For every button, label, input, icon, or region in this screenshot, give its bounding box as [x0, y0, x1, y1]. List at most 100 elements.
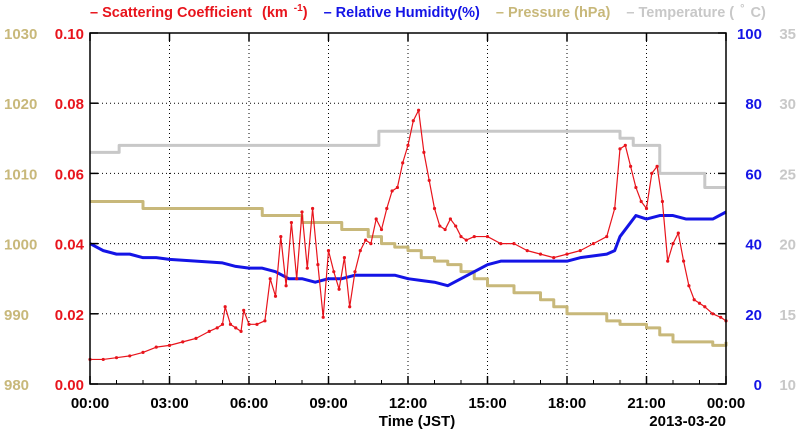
scattering-point: [485, 234, 490, 239]
scattering-point: [687, 284, 691, 288]
scattering-point: [154, 345, 158, 349]
scattering-point: [348, 305, 352, 309]
scattering-point: [650, 171, 654, 175]
scattering-point: [692, 298, 696, 302]
scattering-point: [472, 234, 476, 239]
legend-pressure-name: Pressure (hPa): [508, 4, 611, 21]
scattering-point: [459, 234, 463, 239]
x-tick-label: 18:00: [548, 395, 586, 412]
scattering-point: [512, 242, 516, 246]
scattering-point: [364, 238, 368, 242]
scattering-point: [207, 329, 211, 333]
scattering-point: [332, 270, 336, 274]
temperature-tick-label: 20: [779, 237, 796, 254]
x-tick-label: 15:00: [468, 395, 506, 412]
series-line-pressure: [90, 199, 728, 347]
humidity-tick-label: 40: [745, 237, 762, 254]
scattering-point: [623, 143, 627, 147]
legend: – Scattering Coefficient (km -1) – Relati…: [90, 3, 790, 21]
scattering-point: [128, 354, 132, 358]
humidity-tick-label: 0: [754, 377, 762, 394]
scattering-point: [605, 234, 609, 239]
scattering-point: [300, 210, 304, 214]
series-line-temperature: [90, 129, 726, 189]
scattering-point: [326, 249, 331, 253]
scattering-point: [114, 356, 119, 360]
series-line-scattering: [90, 109, 727, 361]
x-tick-label: 09:00: [309, 395, 347, 412]
scattering-point: [305, 266, 309, 270]
x-tick-label: 00:00: [71, 395, 109, 412]
legend-temperature-name: Temperature (: [638, 4, 735, 21]
scattering-point: [427, 178, 431, 183]
scattering-point: [223, 305, 227, 309]
scattering-point: [448, 217, 452, 221]
scattering-point: [443, 227, 447, 232]
humidity-tick-label: 100: [737, 26, 762, 43]
scattering-point: [639, 199, 643, 204]
scattering-point: [676, 231, 680, 235]
scattering-point: [644, 206, 649, 211]
scattering-point: [406, 143, 410, 147]
x-tick-label: 12:00: [389, 395, 427, 412]
legend-humidity: – Relative Humidity(%): [323, 4, 480, 21]
scattering-point: [660, 199, 665, 204]
pressure-tick-label: 980: [4, 377, 29, 394]
legend-scattering-unit: (km: [261, 4, 288, 21]
scattering-point: [295, 277, 299, 281]
legend-scattering-unit-close: ): [302, 4, 308, 21]
scattering-point: [454, 224, 458, 228]
scattering-point: [279, 234, 283, 239]
temperature-tick-label: 25: [779, 166, 796, 183]
temperature-tick-label: 35: [779, 26, 796, 43]
scattering-tick-label: 0.04: [55, 237, 85, 254]
scattering-point: [337, 287, 341, 291]
scattering-point: [321, 315, 325, 319]
tick-layer: 00:00 03:00 06:00 09:00 12:00 15:00 18:00 21:00…: [4, 26, 796, 412]
pressure-tick-label: 1000: [4, 237, 37, 254]
pressure-tick-label: 990: [4, 307, 29, 324]
scattering-point: [239, 329, 243, 333]
scattering-point: [499, 242, 503, 246]
scattering-point: [525, 249, 529, 253]
scattering-tick-label: 0.02: [55, 307, 84, 324]
legend-temperature-degree: °: [740, 3, 745, 15]
scattering-point: [719, 315, 723, 319]
scattering-point: [385, 206, 389, 211]
humidity-tick-label: 20: [745, 307, 762, 324]
scattering-point: [655, 164, 659, 168]
x-tick-label: 21:00: [627, 395, 665, 412]
scattering-point: [284, 284, 288, 288]
scattering-point: [268, 277, 272, 281]
legend-scattering-name: Scattering Coefficient: [102, 4, 252, 21]
scattering-point: [697, 301, 702, 305]
scattering-point: [417, 108, 421, 112]
scattering-tick-label: 0.06: [55, 166, 84, 183]
scattering-point: [273, 294, 278, 298]
scattering-point: [316, 263, 320, 267]
legend-temperature-suffix: C): [750, 4, 766, 21]
legend-humidity-name: Relative Humidity(%): [335, 4, 480, 21]
scattering-point: [432, 206, 437, 211]
temperature-tick-label: 30: [779, 96, 796, 113]
pressure-tick-label: 1030: [4, 26, 37, 43]
date-label: 2013-03-20: [649, 413, 726, 430]
series-layer: [88, 108, 728, 362]
scattering-point: [578, 249, 582, 253]
scattering-point: [215, 326, 219, 330]
scattering-point: [263, 319, 267, 323]
series-line-humidity: [89, 210, 727, 288]
humidity-tick-label: 60: [745, 166, 762, 183]
pressure-tick-label: 1010: [4, 166, 37, 183]
scattering-point: [141, 350, 145, 355]
scattering-point: [703, 305, 707, 309]
scattering-tick-label: 0.10: [55, 26, 84, 43]
scattering-point: [390, 189, 394, 193]
scattering-point: [379, 227, 384, 232]
scattering-tick-label: 0.08: [55, 96, 84, 113]
legend-scattering-unit-exp: -1: [293, 3, 303, 14]
scattering-point: [167, 343, 172, 347]
scattering-point: [358, 249, 362, 253]
scattering-point: [228, 322, 233, 326]
